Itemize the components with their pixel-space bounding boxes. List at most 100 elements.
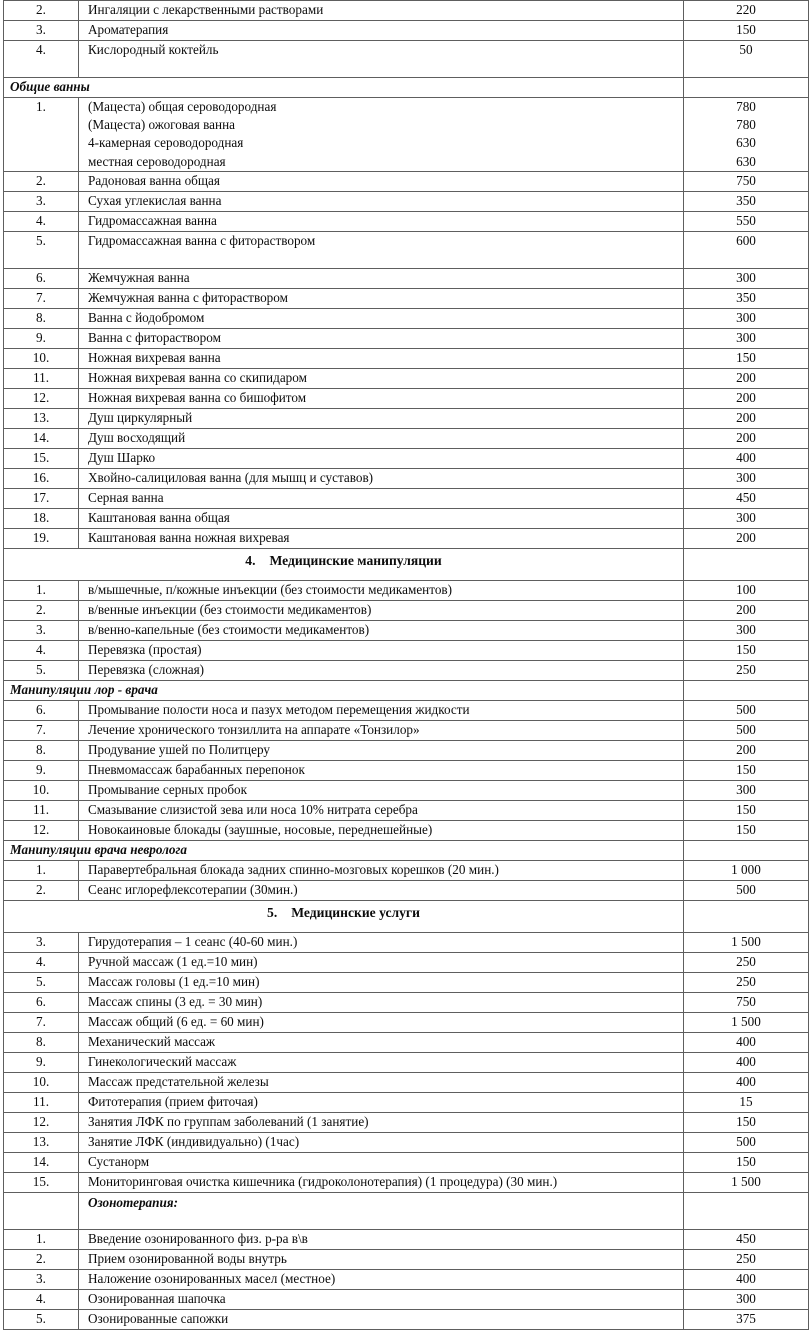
section-header-price-cell <box>683 77 809 98</box>
major-section-price <box>684 901 808 920</box>
service-price: 630 <box>736 153 756 169</box>
subsection-number <box>4 1193 78 1212</box>
service-price: 200 <box>736 389 756 405</box>
service-price: 400 <box>736 1073 756 1089</box>
row-number: 9. <box>36 761 46 777</box>
service-name: Ножная вихревая ванна <box>88 349 221 365</box>
row-number-cell: 9. <box>3 759 79 781</box>
service-price: 550 <box>736 212 756 228</box>
table-row: 6. Массаж спины (3 ед. = 30 мин) 750 <box>3 991 809 1013</box>
service-price: 400 <box>736 1033 756 1049</box>
table-row: 7. Жемчужная ванна с фитораствором 350 <box>3 287 809 309</box>
row-number: 4. <box>36 1291 46 1307</box>
service-name: Озонированная шапочка <box>88 1291 226 1307</box>
service-price-cell: 300 <box>683 779 809 801</box>
row-number: 5. <box>36 973 46 989</box>
service-name-cell: Массаж общий (6 ед. = 60 мин) <box>78 1011 684 1033</box>
row-number-cell: 6. <box>3 991 79 1013</box>
service-price-cell: 150 <box>683 819 809 841</box>
service-name-cell: Прием озонированной воды внутрь <box>78 1249 684 1271</box>
major-section-index: 5. <box>267 904 278 920</box>
service-name-cell: Гидромассажная ванна <box>78 210 684 232</box>
row-number-cell: 5. <box>3 230 79 269</box>
service-name-cell: Озонированные сапожки <box>78 1309 684 1330</box>
row-number-cell: 12. <box>3 387 79 409</box>
row-number: 1. <box>36 581 46 597</box>
service-price: 1 500 <box>731 1013 761 1029</box>
row-number: 4. <box>36 212 46 228</box>
row-number-cell: 12. <box>3 819 79 841</box>
service-name-cell: Введение озонированного физ. р-ра в\в <box>78 1229 684 1251</box>
service-name-cell: Хвойно-салициловая ванна (для мышц и сус… <box>78 467 684 489</box>
service-name: Сеанс иглорефлексотерапии (30мин.) <box>88 881 298 897</box>
table-row: 11. Смазывание слизистой зева или носа 10… <box>3 799 809 821</box>
row-number-cell: 10. <box>3 779 79 801</box>
subsection-header-row: Озонотерапия: <box>3 1191 809 1231</box>
row-number-cell: 6. <box>3 699 79 721</box>
row-number-cell: 11. <box>3 367 79 389</box>
service-price-cell: 250 <box>683 659 809 681</box>
service-name: Душ Шарко <box>88 449 156 465</box>
service-price-cell: 300 <box>683 327 809 349</box>
row-number: 17. <box>32 489 50 505</box>
service-price-cell: 150 <box>683 759 809 781</box>
service-name-cell: Кислородный коктейль <box>78 40 684 78</box>
table-row: 13. Душ циркулярный 200 <box>3 407 809 429</box>
major-section-index: 4. <box>245 552 256 568</box>
table-row: 9. Пневмомассаж барабанных перепонок 150 <box>3 759 809 781</box>
service-name: 4-камерная сероводородная <box>88 135 244 151</box>
service-name-cell: Жемчужная ванна <box>78 267 684 289</box>
service-price: 500 <box>736 701 756 717</box>
service-price: 630 <box>736 135 756 151</box>
service-name-cell: Массаж спины (3 ед. = 30 мин) <box>78 991 684 1013</box>
section-header-row: Общие ванны <box>3 77 809 98</box>
table-row: 4. Озонированная шапочка 300 <box>3 1289 809 1311</box>
service-price: 150 <box>736 1153 756 1169</box>
row-number: 14. <box>32 429 50 445</box>
row-number-cell: 2. <box>3 879 79 901</box>
table-row: 7. Лечение хронического тонзиллита на апп… <box>3 719 809 741</box>
service-name-cell: Каштановая ванна ножная вихревая <box>78 527 684 549</box>
service-name-cell: Ароматерапия <box>78 20 684 41</box>
service-price-cell: 220 <box>683 0 809 21</box>
service-name-cell: Занятие ЛФК (индивидуально) (1час) <box>78 1131 684 1153</box>
major-section-row: 4. Медицинские манипуляции <box>3 547 809 581</box>
service-price-cell: 1 500 <box>683 1171 809 1193</box>
major-section-cell: 4. Медицинские манипуляции <box>3 547 684 581</box>
table-row: 1. Введение озонированного физ. р-ра в\в 4… <box>3 1229 809 1251</box>
table-row: 2. Прием озонированной воды внутрь 250 <box>3 1249 809 1271</box>
section-header-label: Манипуляции лор - врача <box>10 681 158 697</box>
row-number-cell: 3. <box>3 619 79 641</box>
service-name: Новокаиновые блокады (заушные, носовые, … <box>88 821 433 837</box>
row-number: 1. <box>36 861 46 877</box>
service-name: Перевязка (сложная) <box>88 661 205 677</box>
table-row: 7. Массаж общий (6 ед. = 60 мин) 1 500 <box>3 1011 809 1033</box>
table-row: 3. Ароматерапия 150 <box>3 20 809 41</box>
table-row: 9. Гинекологический массаж 400 <box>3 1051 809 1073</box>
service-name-cell: Фитотерапия (прием фиточая) <box>78 1091 684 1113</box>
service-price-cell: 350 <box>683 287 809 309</box>
service-price: 300 <box>736 781 756 797</box>
service-name: Лечение хронического тонзиллита на аппар… <box>88 721 420 737</box>
service-name: Массаж общий (6 ед. = 60 мин) <box>88 1013 264 1029</box>
service-price: 100 <box>736 581 756 597</box>
service-price-cell: 500 <box>683 879 809 901</box>
service-price: 300 <box>736 1291 756 1307</box>
service-price-cell: 250 <box>683 951 809 973</box>
row-number: 4. <box>36 42 46 57</box>
service-price-cell: 500 <box>683 719 809 741</box>
service-name-cell: Промывание полости носа и пазух методом … <box>78 699 684 721</box>
price-list-table: 2. Ингаляции с лекарственными растворами 2… <box>3 0 809 1330</box>
table-row: 8. Механический массаж 400 <box>3 1031 809 1053</box>
service-price-cell: 200 <box>683 599 809 621</box>
service-price: 500 <box>736 881 756 897</box>
service-name: Жемчужная ванна <box>88 269 190 285</box>
service-price: 150 <box>736 801 756 817</box>
service-name-cell: Ножная вихревая ванна <box>78 347 684 369</box>
service-price-cell: 200 <box>683 427 809 449</box>
table-row: 4. Кислородный коктейль 50 <box>3 40 809 78</box>
service-name: (Мацеста) ожоговая ванна <box>88 117 235 133</box>
service-price: 400 <box>736 449 756 465</box>
row-number: 18. <box>32 509 50 525</box>
service-price: 450 <box>736 1231 756 1247</box>
